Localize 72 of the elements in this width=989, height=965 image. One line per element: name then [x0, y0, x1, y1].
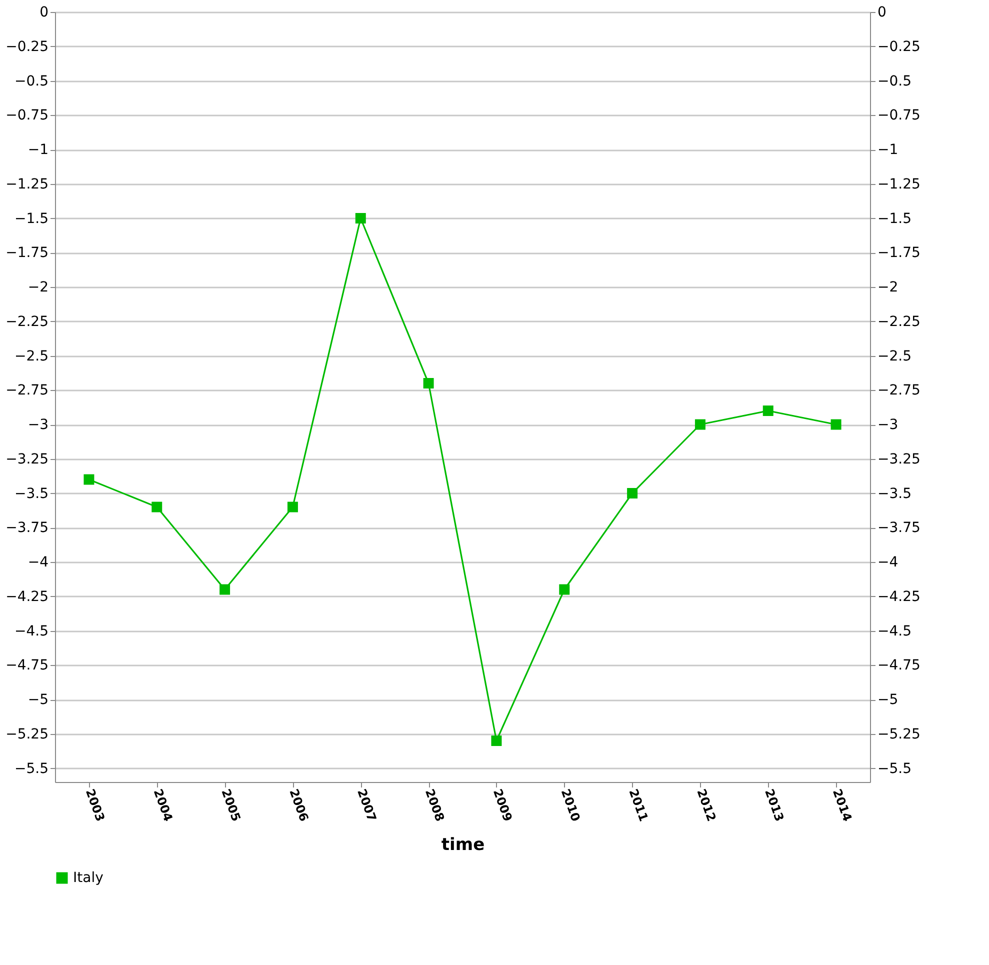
- y-tick-label: 0: [40, 4, 48, 20]
- legend-label: Italy: [73, 870, 104, 886]
- y2-tick-label: −3.5: [878, 486, 912, 502]
- y-tick-label: −1: [28, 142, 48, 158]
- y2-tick-label: −1: [878, 142, 898, 158]
- x-tick-label: 2010: [558, 787, 583, 824]
- y-tick-label: −4: [28, 554, 49, 570]
- y-tick-label: −4.25: [6, 588, 48, 605]
- y-tick-label: −4.5: [14, 623, 48, 640]
- point: [627, 488, 638, 498]
- y2-tick-label: −1.75: [878, 245, 920, 262]
- x-tick-label: 2013: [762, 787, 787, 824]
- y-tick-label: −1.75: [6, 245, 48, 262]
- y2-tick-label: −5.25: [878, 726, 920, 742]
- x-tick-label: 2007: [354, 787, 380, 824]
- y-tick-label: −2.5: [14, 348, 48, 364]
- x-tick-label: 2014: [830, 787, 855, 824]
- point: [152, 502, 162, 512]
- x-tick-label: 2011: [626, 787, 651, 824]
- y2-tick-label: −3: [878, 417, 898, 433]
- point: [84, 474, 94, 485]
- y2-tick-label: −5: [878, 692, 898, 708]
- x-tick-label: 2008: [422, 787, 448, 824]
- point: [762, 406, 774, 416]
- point: [355, 213, 366, 224]
- y-tick-label: −3.75: [6, 520, 48, 536]
- y2-tick-label: −2: [878, 280, 898, 296]
- y-tick-label: −2.25: [6, 314, 48, 330]
- y2-tick-label: −2.5: [878, 348, 912, 364]
- x-tick-label: 2006: [286, 787, 312, 824]
- point: [423, 378, 434, 388]
- y2-tick-label: −3.75: [878, 520, 920, 536]
- y2-tick-label: −4.75: [878, 658, 920, 674]
- y-tick-label: −2.75: [6, 382, 48, 399]
- y2-tick-label: −4.5: [878, 623, 912, 640]
- point: [491, 736, 502, 746]
- y2-tick-label: −4: [878, 554, 898, 570]
- y-tick-label: −4.75: [6, 658, 48, 674]
- y2-tick-label: −3.25: [878, 451, 920, 468]
- y2-tick-label: −1.5: [878, 210, 912, 227]
- point: [694, 419, 706, 430]
- y-tick-label: −3.5: [14, 486, 48, 502]
- y-tick-label: −1.5: [14, 210, 48, 227]
- y-tick-label: −3: [28, 417, 48, 433]
- point: [559, 584, 570, 595]
- y2-tick-label: −0.75: [878, 108, 920, 124]
- point: [287, 502, 298, 512]
- point: [830, 419, 842, 430]
- y2-tick-label: −2.25: [878, 314, 920, 330]
- y-tick-label: −3.25: [6, 451, 48, 468]
- x-tick-label: 2009: [490, 787, 515, 824]
- y-tick-label: −5: [28, 692, 48, 708]
- y2-tick-label: −1.25: [878, 176, 920, 192]
- y-tick-label: −1.25: [6, 176, 48, 192]
- x-axis-title: time: [441, 834, 485, 855]
- y2-tick-label: −2.75: [878, 382, 920, 399]
- x-tick-label: 2003: [82, 787, 108, 824]
- y2-tick-label: −0.25: [878, 38, 920, 55]
- y2-tick-label: −5.5: [878, 760, 912, 777]
- x-tick-label: 2005: [218, 787, 244, 824]
- y-tick-label: −5.25: [6, 726, 48, 742]
- y-tick-label: −2: [28, 280, 48, 296]
- x-tick-label: 2012: [694, 787, 719, 824]
- y-tick-label: −0.5: [14, 73, 48, 90]
- y2-tick-label: 0: [878, 4, 886, 20]
- point: [220, 584, 230, 595]
- y2-tick-label: −0.5: [878, 73, 912, 90]
- y-tick-label: −0.25: [6, 38, 48, 55]
- y-tick-label: −5.5: [14, 760, 48, 777]
- x-tick-label: 2004: [150, 787, 176, 824]
- y2-tick-label: −4.25: [878, 588, 920, 605]
- y-tick-label: −0.75: [6, 108, 48, 124]
